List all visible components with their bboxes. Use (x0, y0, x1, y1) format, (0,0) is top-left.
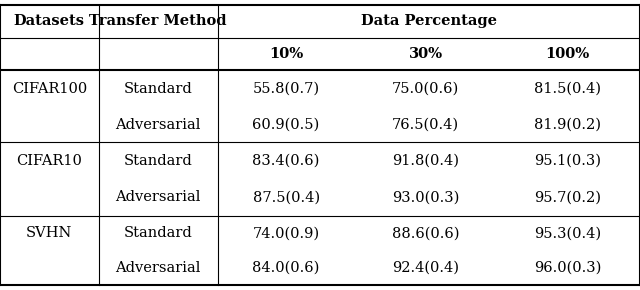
Text: 96.0(0.3): 96.0(0.3) (534, 261, 602, 275)
Text: Adversarial: Adversarial (115, 117, 201, 132)
Text: Transfer Method: Transfer Method (90, 14, 227, 28)
Text: 100%: 100% (545, 47, 590, 61)
Text: 81.5(0.4): 81.5(0.4) (534, 81, 601, 96)
Text: 92.4(0.4): 92.4(0.4) (392, 261, 459, 275)
Text: 87.5(0.4): 87.5(0.4) (253, 191, 319, 204)
Text: Standard: Standard (124, 153, 193, 168)
Text: Datasets: Datasets (14, 14, 84, 28)
Text: Data Percentage: Data Percentage (361, 14, 497, 28)
Text: 75.0(0.6): 75.0(0.6) (392, 81, 460, 96)
Text: CIFAR100: CIFAR100 (12, 81, 87, 96)
Text: 81.9(0.2): 81.9(0.2) (534, 117, 601, 132)
Text: CIFAR10: CIFAR10 (17, 153, 82, 168)
Text: Adversarial: Adversarial (115, 191, 201, 204)
Text: 10%: 10% (269, 47, 303, 61)
Text: 93.0(0.3): 93.0(0.3) (392, 191, 460, 204)
Text: 95.1(0.3): 95.1(0.3) (534, 153, 601, 168)
Text: 60.9(0.5): 60.9(0.5) (252, 117, 320, 132)
Text: 74.0(0.9): 74.0(0.9) (253, 226, 319, 240)
Text: 30%: 30% (408, 47, 443, 61)
Text: Standard: Standard (124, 81, 193, 96)
Text: 76.5(0.4): 76.5(0.4) (392, 117, 459, 132)
Text: 84.0(0.6): 84.0(0.6) (252, 261, 320, 275)
Text: Adversarial: Adversarial (115, 261, 201, 275)
Text: 95.7(0.2): 95.7(0.2) (534, 191, 601, 204)
Text: 55.8(0.7): 55.8(0.7) (253, 81, 319, 96)
Text: 95.3(0.4): 95.3(0.4) (534, 226, 601, 240)
Text: 91.8(0.4): 91.8(0.4) (392, 153, 459, 168)
Text: 83.4(0.6): 83.4(0.6) (252, 153, 320, 168)
Text: Standard: Standard (124, 226, 193, 240)
Text: SVHN: SVHN (26, 226, 72, 240)
Text: 88.6(0.6): 88.6(0.6) (392, 226, 460, 240)
